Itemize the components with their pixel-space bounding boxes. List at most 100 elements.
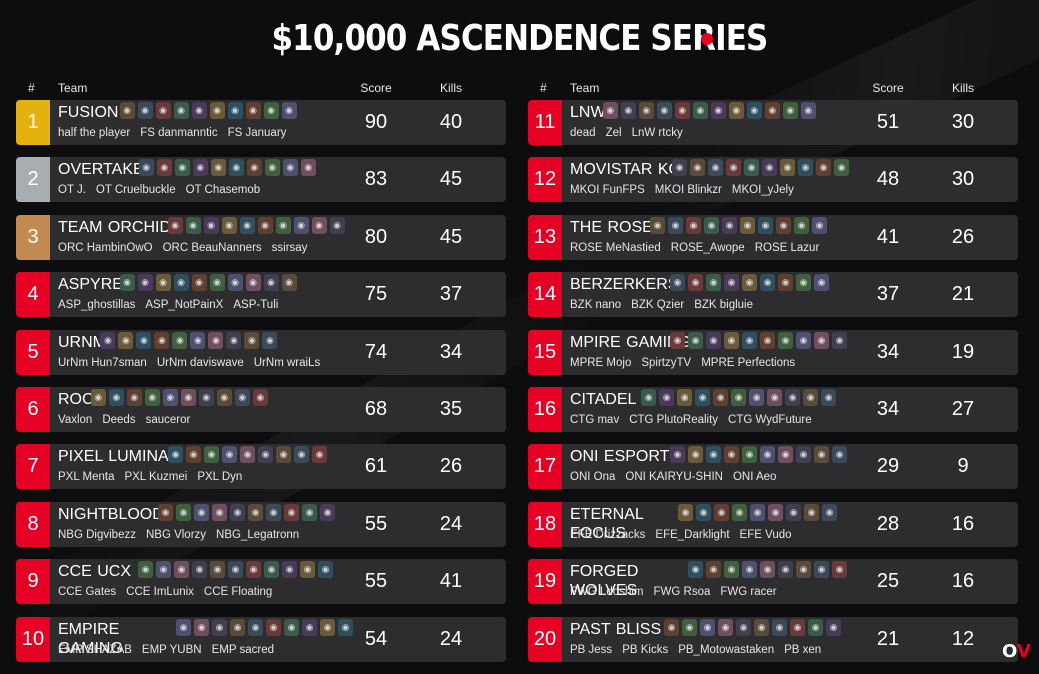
player-name: FS January (227, 127, 287, 139)
legend-portrait-icon: ◉ (293, 216, 309, 234)
legend-portrait-icon: ◉ (710, 102, 726, 119)
legend-icons: ◉ ◉ ◉ ◉ ◉ ◉ ◉ ◉ ◉ ◉ (119, 274, 300, 294)
legend-portrait-icon: ◉ (722, 216, 737, 234)
player-name: PXL Dyn (197, 471, 243, 484)
score-value: 28 (876, 512, 900, 535)
legend-portrait-icon: ◉ (210, 561, 225, 579)
legend-portrait-icon: ◉ (198, 388, 214, 406)
kills-value: 35 (439, 397, 463, 420)
kills-value: 12 (951, 627, 975, 650)
legend-portrait-icon: ◉ (826, 618, 841, 636)
score-value: 29 (876, 455, 900, 478)
legend-icons: ◉ ◉ ◉ ◉ ◉ ◉ ◉ ◉ ◉ ◉ (100, 331, 280, 352)
player-name: sauceror (145, 413, 191, 426)
legend-portrait-icon: ◉ (744, 159, 759, 177)
legend-portrait-icon: ◉ (700, 618, 715, 636)
score-value: 80 (364, 225, 388, 248)
legend-portrait-icon: ◉ (258, 446, 273, 464)
legend-portrait-icon: ◉ (320, 503, 335, 521)
legend-portrait-icon: ◉ (155, 274, 171, 292)
legend-portrait-icon: ◉ (758, 216, 773, 234)
legend-portrait-icon: ◉ (172, 331, 188, 349)
legend-portrait-icon: ◉ (670, 446, 685, 464)
kills-header: Kills (951, 81, 974, 95)
legend-portrait-icon: ◉ (245, 102, 261, 119)
player-name: PB Kicks (622, 643, 669, 656)
team-name: MPIRE GAMING (570, 333, 692, 351)
team-row: 9 CCE UCX ◉ ◉ ◉ ◉ ◉ ◉ ◉ ◉ ◉ ◉ ◉ CCE Gates CCE ImLunix C… (16, 559, 506, 605)
legend-portrait-icon: ◉ (190, 331, 206, 349)
player-name: CTG PlutoReality (629, 413, 719, 426)
legend-icons: ◉ ◉ ◉ ◉ ◉ ◉ ◉ ◉ ◉ ◉ ◉ (641, 388, 839, 409)
rank-badge: 15 (528, 329, 562, 375)
player-list: half the player FS danmanntic FS January (58, 127, 296, 139)
legend-portrait-icon: ◉ (796, 274, 811, 292)
standings-rows: 11 LNW ◉ ◉ ◉ ◉ ◉ ◉ ◉ ◉ ◉ ◉ ◉ ◉ dead Zel LnW rtcky 51 30 12 M… (528, 100, 1018, 662)
legend-portrait-icon: ◉ (246, 561, 261, 579)
legend-portrait-icon: ◉ (724, 331, 739, 349)
score-value: 55 (364, 570, 388, 593)
legend-portrait-icon: ◉ (119, 274, 135, 292)
legend-portrait-icon: ◉ (226, 331, 242, 349)
rank-badge: 12 (528, 157, 562, 203)
legend-portrait-icon: ◉ (816, 159, 831, 177)
rank-badge: 13 (528, 214, 562, 260)
legend-portrait-icon: ◉ (312, 446, 327, 464)
legend-portrait-icon: ◉ (736, 618, 751, 636)
legend-portrait-icon: ◉ (154, 331, 170, 349)
legend-portrait-icon: ◉ (796, 446, 811, 464)
legend-portrait-icon: ◉ (90, 388, 106, 406)
legend-portrait-icon: ◉ (688, 274, 703, 292)
legend-icons: ◉ ◉ ◉ ◉ ◉ ◉ ◉ ◉ ◉ (678, 503, 840, 524)
legend-portrait-icon: ◉ (742, 446, 757, 464)
player-name: FWG racer (720, 586, 777, 599)
rank-badge: 17 (528, 444, 562, 490)
legend-portrait-icon: ◉ (796, 561, 811, 579)
legend-portrait-icon: ◉ (696, 503, 711, 521)
legend-icons: ◉ ◉ ◉ ◉ ◉ ◉ ◉ ◉ ◉ ◉ (670, 331, 850, 352)
table-header: # Team Score Kills (528, 78, 1018, 100)
player-name: ASP_NotPainX (145, 299, 224, 312)
score-value: 34 (876, 340, 900, 363)
legend-portrait-icon: ◉ (138, 159, 154, 177)
rank-badge: 16 (528, 386, 562, 432)
legend-portrait-icon: ◉ (281, 274, 297, 292)
legend-portrait-icon: ◉ (704, 216, 719, 234)
legend-icons: ◉ ◉ ◉ ◉ ◉ ◉ ◉ ◉ ◉ ◉ (650, 216, 830, 237)
player-name: MPRE Perfections (701, 356, 796, 369)
player-name: NBG_Legatronn (216, 528, 300, 541)
team-name: ETERNAL FOCUS (570, 505, 644, 542)
legend-icons: ◉ ◉ ◉ ◉ ◉ ◉ ◉ ◉ ◉ (670, 274, 832, 294)
legend-portrait-icon: ◉ (803, 388, 819, 406)
kills-value: 24 (439, 512, 463, 535)
legend-icons: ◉ ◉ ◉ ◉ ◉ ◉ ◉ ◉ ◉ ◉ (138, 159, 319, 179)
legend-portrait-icon: ◉ (724, 274, 739, 292)
player-name: ASP-Tuli (233, 299, 279, 312)
legend-portrait-icon: ◉ (262, 331, 278, 349)
legend-icons: ◉ ◉ ◉ ◉ ◉ ◉ ◉ ◉ ◉ ◉ (158, 503, 338, 524)
legend-portrait-icon: ◉ (682, 618, 697, 636)
team-row: 1 FUSION ◉ ◉ ◉ ◉ ◉ ◉ ◉ ◉ ◉ ◉ half the player FS danma… (16, 100, 506, 145)
legend-portrait-icon: ◉ (814, 446, 829, 464)
legend-portrait-icon: ◉ (764, 102, 780, 119)
legend-portrait-icon: ◉ (678, 503, 693, 521)
score-header: Score (872, 81, 904, 95)
standings-rows: 1 FUSION ◉ ◉ ◉ ◉ ◉ ◉ ◉ ◉ ◉ ◉ half the player FS danma… (16, 100, 506, 662)
team-row: 16 CITADEL ◉ ◉ ◉ ◉ ◉ ◉ ◉ ◉ ◉ ◉ ◉ CTG mav CTG PlutoReal… (528, 386, 1018, 432)
player-name: OT J. (58, 184, 86, 197)
rank-badge: 19 (528, 559, 562, 605)
legend-portrait-icon: ◉ (264, 159, 280, 177)
kills-value: 16 (951, 512, 975, 535)
legend-portrait-icon: ◉ (768, 503, 783, 521)
legend-portrait-icon: ◉ (620, 102, 636, 119)
legend-portrait-icon: ◉ (767, 388, 783, 406)
legend-portrait-icon: ◉ (760, 331, 775, 349)
legend-portrait-icon: ◉ (796, 331, 811, 349)
brand-logo: OV (1002, 641, 1031, 662)
rank-badge: 6 (16, 386, 50, 432)
kills-value: 9 (957, 455, 969, 478)
score-value: 74 (364, 340, 388, 363)
legend-portrait-icon: ◉ (210, 159, 226, 177)
legend-portrait-icon: ◉ (162, 388, 178, 406)
legend-portrait-icon: ◉ (760, 561, 775, 579)
